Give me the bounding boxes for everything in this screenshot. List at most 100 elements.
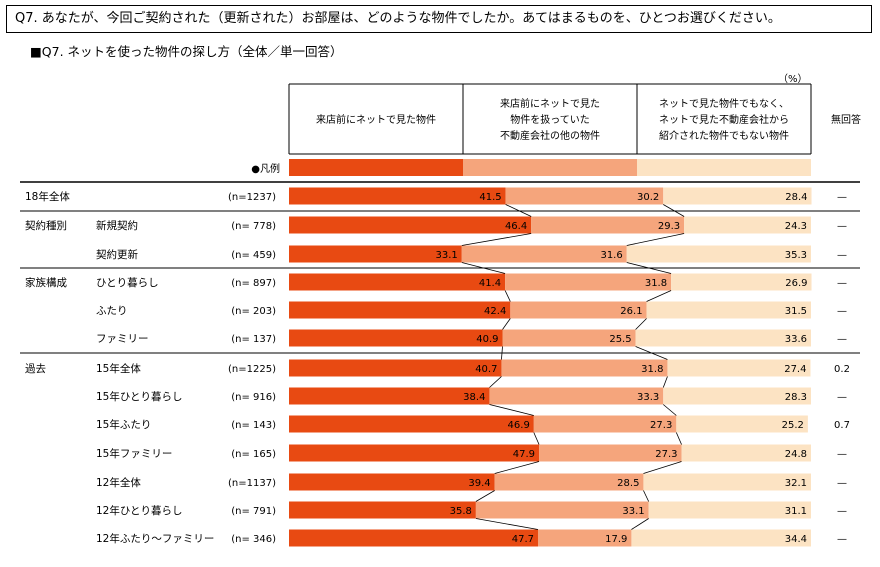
bar-segment-1 — [289, 245, 462, 263]
bar-value-label: 27.3 — [655, 449, 677, 460]
column-header-2: 来店前にネットで見た — [500, 97, 600, 110]
legend-swatch-1 — [289, 159, 463, 176]
bar-value-label: 40.7 — [475, 364, 497, 375]
bar-value-label: 28.3 — [785, 392, 807, 403]
connector-line — [494, 461, 540, 474]
connector-line — [643, 461, 682, 474]
bar-value-label: 40.9 — [476, 334, 498, 345]
no-answer-value: — — [837, 392, 847, 403]
no-answer-value: 0.7 — [834, 420, 850, 431]
bar-segment-1 — [289, 187, 506, 205]
bar-value-label: 28.4 — [785, 192, 807, 203]
bar-segment-3 — [667, 359, 811, 377]
row-n-label: (n=1137) — [228, 478, 276, 489]
bar-segment-3 — [646, 301, 811, 319]
row-n-label: (n= 791) — [231, 506, 276, 517]
bar-value-label: 47.9 — [513, 449, 535, 460]
connector-line — [533, 432, 540, 445]
connector-line — [505, 204, 532, 217]
bar-segment-1 — [289, 415, 534, 433]
bar-segment-3 — [643, 473, 811, 491]
bar-value-label: 25.2 — [782, 420, 804, 431]
row-group-label: 家族構成 — [25, 276, 67, 289]
connector-line — [635, 318, 647, 330]
bar-segment-2 — [533, 415, 677, 433]
bar-value-label: 24.8 — [785, 449, 807, 460]
bar-value-label: 33.1 — [622, 506, 644, 517]
bar-segment-2 — [489, 387, 664, 405]
bar-segment-1 — [289, 529, 538, 547]
bar-value-label: 31.5 — [785, 306, 807, 317]
bar-segment-2 — [539, 444, 682, 462]
connector-line — [675, 432, 682, 445]
connector-line — [475, 518, 539, 530]
bar-value-label: 24.3 — [785, 221, 807, 232]
bar-segment-3 — [648, 501, 811, 519]
no-answer-value: — — [837, 534, 847, 545]
column-header-2: 物件を扱っていた — [510, 113, 590, 126]
no-answer-value: — — [837, 250, 847, 261]
bar-value-label: 29.3 — [658, 221, 680, 232]
bar-segment-3 — [684, 216, 811, 234]
row-label: ふたり — [96, 305, 128, 317]
legend-swatch-3 — [637, 159, 811, 176]
bar-value-label: 42.4 — [484, 306, 506, 317]
legend-swatch-2 — [463, 159, 637, 176]
bar-segment-2 — [501, 359, 668, 377]
bar-segment-1 — [289, 501, 476, 519]
bar-value-label: 46.9 — [508, 420, 530, 431]
connector-line — [662, 376, 668, 388]
bar-value-label: 33.1 — [436, 250, 458, 261]
bar-value-label: 27.4 — [784, 364, 806, 375]
no-answer-value: — — [837, 506, 847, 517]
no-answer-header: 無回答 — [831, 113, 861, 126]
bar-segment-2 — [531, 216, 685, 234]
connector-line — [489, 376, 502, 388]
row-label: 15年ファミリー — [96, 447, 172, 460]
bar-segment-2 — [510, 301, 647, 319]
bar-value-label: 38.4 — [463, 392, 485, 403]
connector-line — [475, 490, 495, 502]
bar-value-label: 31.1 — [785, 506, 807, 517]
connector-line — [643, 490, 650, 502]
bar-value-label: 31.8 — [645, 278, 667, 289]
question-box: Q7. あなたが、今回ご契約された（更新された）お部屋は、どのような物件でしたか… — [6, 5, 872, 33]
connector-line — [461, 233, 532, 246]
column-header-1: 来店前にネットで見た物件 — [316, 113, 436, 126]
connector-line — [461, 262, 506, 274]
bar-segment-2 — [502, 329, 636, 347]
bar-segment-2 — [494, 473, 644, 491]
no-answer-value: 0.2 — [834, 364, 850, 375]
column-header-3: ネットで見た物件でもなく、 — [659, 97, 789, 110]
connector-line — [502, 318, 511, 330]
bar-value-label: 26.1 — [620, 306, 642, 317]
bar-segment-3 — [663, 387, 811, 405]
row-label: 新規契約 — [96, 219, 138, 232]
row-label: 12年ふたり～ファミリー — [96, 532, 214, 545]
chart-subtitle: ■Q7. ネットを使った物件の探し方（全体／単一回答） — [30, 44, 343, 59]
bar-value-label: 33.3 — [637, 392, 659, 403]
bar-value-label: 39.4 — [468, 478, 490, 489]
row-group-label: 契約種別 — [25, 219, 67, 232]
connector-line — [663, 404, 677, 416]
bar-value-label: 26.9 — [785, 278, 807, 289]
bar-value-label: 17.9 — [605, 534, 627, 545]
no-answer-value: — — [837, 478, 847, 489]
bar-segment-2 — [537, 529, 632, 547]
bar-value-label: 46.4 — [505, 221, 527, 232]
bar-value-label: 28.5 — [617, 478, 639, 489]
row-n-label: (n=1225) — [228, 364, 276, 375]
row-n-label: (n= 916) — [231, 392, 276, 403]
no-answer-value: — — [837, 221, 847, 232]
connector-line — [504, 290, 511, 302]
bar-value-label: 41.5 — [479, 192, 501, 203]
row-group-label: 過去 — [25, 363, 46, 375]
bar-value-label: 41.4 — [479, 278, 501, 289]
row-n-label: (n= 203) — [231, 306, 276, 317]
no-answer-value: — — [837, 278, 847, 289]
connector-line — [489, 404, 534, 416]
bar-segment-2 — [505, 187, 664, 205]
bar-value-label: 35.8 — [450, 506, 472, 517]
row-label: ファミリー — [96, 333, 149, 345]
